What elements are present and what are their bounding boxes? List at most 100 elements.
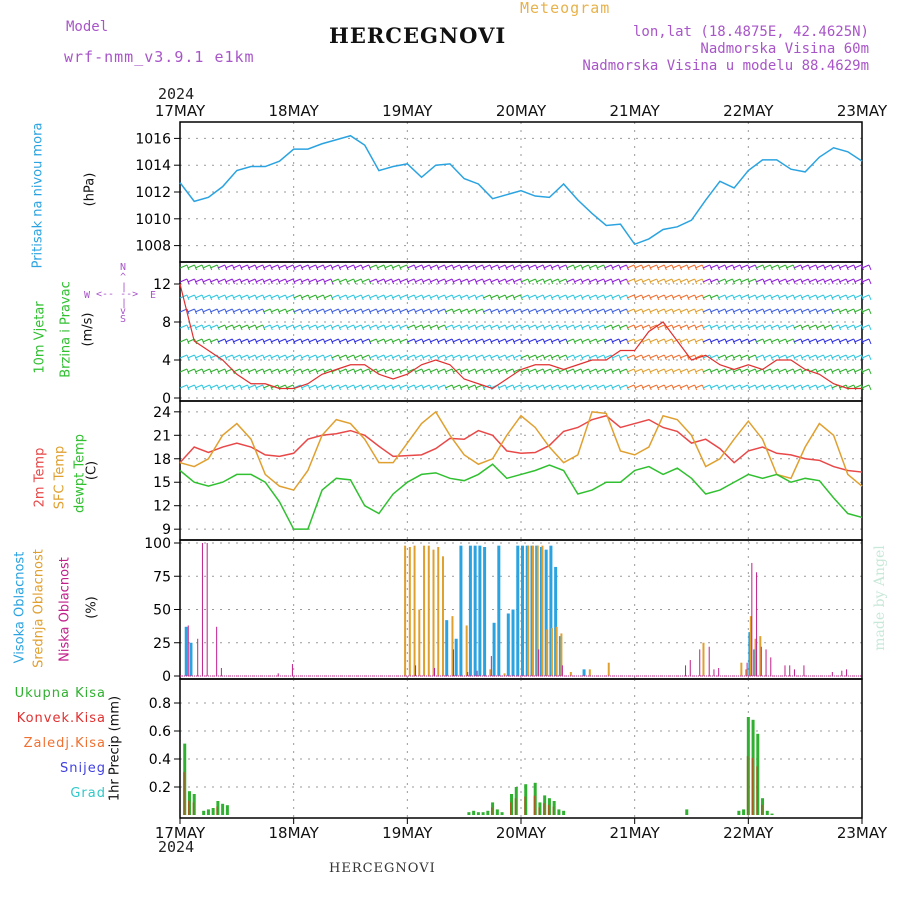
wind-barb (793, 264, 802, 269)
wind-barb (316, 368, 324, 373)
precip-total-bar (765, 810, 769, 815)
wind-barb (543, 324, 551, 329)
wind-barb (816, 264, 824, 269)
wind-barb (642, 368, 650, 373)
wind-barb (854, 294, 862, 299)
wind-barb (551, 308, 559, 313)
wind-barb (407, 264, 415, 269)
cloud-mid-bar (427, 545, 430, 676)
wind-barb (634, 278, 642, 283)
wind-barb (202, 354, 210, 359)
wind-barb (664, 384, 673, 389)
wind-barb (270, 324, 279, 329)
cloud-high-bar (445, 620, 449, 676)
wind-barb (467, 308, 476, 313)
wind-barb (634, 384, 642, 389)
wind-barb (210, 264, 218, 269)
wind-barb (361, 294, 370, 299)
x-date-label-bottom: 20MAY (496, 824, 547, 842)
wind-barb (498, 338, 506, 343)
wind-barb (763, 338, 771, 343)
wind-barb (566, 384, 574, 389)
wind-barb (338, 278, 347, 283)
wind-barb (634, 338, 642, 343)
wind-barb (626, 308, 635, 313)
y-tick-label: 24 (153, 405, 171, 421)
wind-barb (429, 264, 438, 269)
wind-barb (187, 354, 195, 359)
wind-barb (247, 338, 256, 343)
wind-barb (293, 324, 301, 329)
wind-barb (482, 294, 491, 299)
wind-barb (361, 354, 370, 359)
wind-barb (725, 278, 733, 283)
wind-barb (535, 294, 544, 299)
wind-barb (361, 278, 370, 283)
wind-barb (346, 294, 354, 299)
wind-barb (831, 368, 839, 373)
wind-barb (437, 264, 445, 269)
wind-barb (498, 278, 506, 283)
wind-barb (596, 264, 605, 269)
wind-barb (444, 264, 453, 269)
station-title: HERCEGNOVI (329, 23, 507, 48)
wind-barb (763, 368, 771, 373)
cloud-high-bar (506, 613, 510, 676)
wind-barb (482, 354, 491, 359)
cloud-mid-bar (550, 628, 553, 676)
cloud-high-bar (189, 642, 193, 676)
wind-barb (642, 338, 650, 343)
wind-barb (475, 384, 483, 389)
cloud-high-bar (454, 638, 458, 676)
wind-barb (301, 308, 309, 313)
wind-barb (861, 278, 870, 283)
cloud-high-bar (492, 622, 496, 676)
wind-barb (354, 264, 362, 269)
wind-barb (528, 384, 536, 389)
wind-barb (702, 368, 711, 373)
wind-barb (376, 294, 385, 299)
wind-barb (581, 264, 589, 269)
wind-barb (566, 368, 574, 373)
wind-barb (467, 324, 476, 329)
wind-barb (444, 338, 453, 343)
wind-barb (801, 338, 809, 343)
legend-precip-total: Ukupna Kisa (14, 686, 106, 701)
wind-barb (604, 308, 612, 313)
wind-barb-flag (868, 354, 872, 361)
wind-barb (702, 354, 711, 359)
wind-barb (581, 278, 589, 283)
wind-barb (354, 294, 362, 299)
wind-barb (672, 354, 680, 359)
wind-barb (194, 384, 203, 389)
precip-conv-bar (751, 757, 754, 815)
wind-barb (672, 264, 680, 269)
cloud-mid-bar (408, 546, 411, 676)
wind-barb (619, 324, 627, 329)
wind-barb (316, 278, 324, 283)
wind-barb (240, 308, 248, 313)
wind-barb (293, 264, 301, 269)
compass-s: S (120, 314, 127, 325)
wind-barb (672, 384, 680, 389)
y-tick-label: 0 (162, 391, 171, 407)
wind-barb (854, 308, 862, 313)
wind-barb (376, 384, 385, 389)
cloud-mid-bar (418, 609, 421, 676)
wind-barb (672, 324, 680, 329)
cloud-high-bar (478, 545, 482, 676)
wind-barb (331, 278, 339, 283)
wind-barb (210, 368, 218, 373)
panel-frame (179, 261, 863, 402)
wind-barb (755, 278, 764, 283)
elevation-label: Nadmorska Visina 60m (700, 41, 869, 57)
wind-barb (210, 278, 218, 283)
compass-rose: N ^ | W <-- --> E | v S (84, 262, 157, 325)
wind-barb (642, 264, 650, 269)
y-tick-label: 12 (153, 277, 171, 293)
wind-barb (657, 384, 665, 389)
cloud-low-bar (789, 665, 791, 676)
wind-barb (498, 384, 506, 389)
wind-barb (861, 264, 870, 269)
wind-barb (179, 368, 188, 373)
